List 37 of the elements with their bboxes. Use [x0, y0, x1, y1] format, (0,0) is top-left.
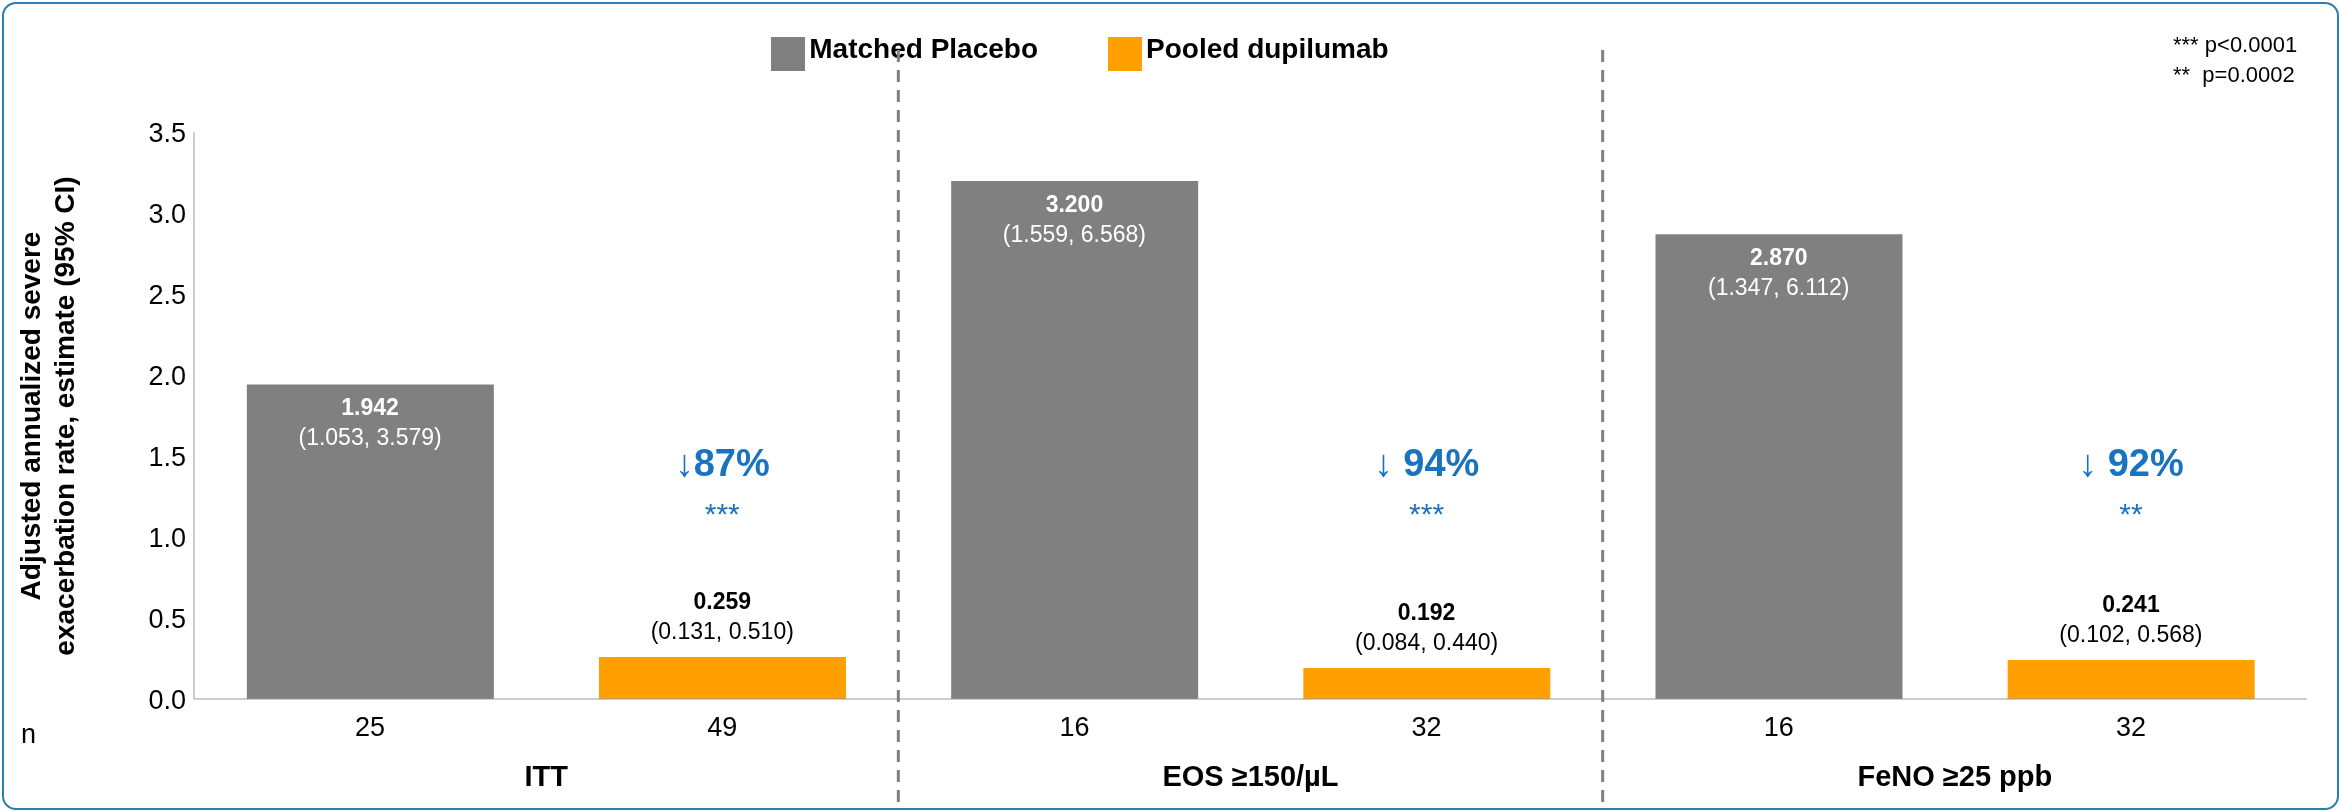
y-tick-label: 0.0	[148, 684, 186, 715]
data-label: 2.870 (1.347, 6.112)	[1707, 243, 1850, 300]
x-tick-label: 16	[1059, 712, 1090, 743]
bar	[1303, 667, 1551, 699]
data-label: 0.241 (0.102, 0.568)	[2059, 591, 2203, 648]
y-tick-label: 3.5	[148, 117, 186, 148]
bar	[246, 384, 494, 699]
text: EOS ≥150/µL	[1162, 760, 1339, 792]
y-tick-label: 3.0	[148, 198, 186, 229]
text: *** p<0.0001 ** p=0.0002	[2173, 32, 2298, 87]
y-tick-label: 2.0	[148, 360, 186, 391]
y-tick-label: 1.0	[148, 522, 186, 553]
x-tick-label: 49	[707, 712, 738, 743]
annotation: ↓ 94% ***	[1373, 442, 1480, 531]
x-tick-label: 32	[1411, 712, 1442, 743]
x-tick-label: 16	[1763, 712, 1794, 743]
annotation: ↓ 92% **	[2078, 442, 2184, 531]
bar	[1655, 234, 1903, 699]
data-label: 1.942 (1.053, 3.579)	[298, 393, 442, 450]
y-tick-label: 2.5	[148, 279, 186, 310]
text: ITT	[524, 760, 569, 792]
x-tick-label: 32	[2115, 712, 2146, 743]
legend-label: Matched Placebo	[809, 33, 1039, 64]
text: n	[21, 719, 37, 749]
bar	[598, 657, 846, 699]
text: FeNO ≥25 ppb	[1857, 760, 2053, 792]
y-tick-label: 1.5	[148, 441, 186, 472]
y-tick-label: 0.5	[148, 603, 186, 634]
data-label: 0.259 (0.131, 0.510)	[650, 588, 794, 645]
data-label: 3.200 (1.559, 6.568)	[1002, 190, 1147, 247]
data-label: 0.192 (0.084, 0.440)	[1354, 598, 1499, 655]
x-tick-label: 25	[355, 712, 386, 743]
annotation: ↓87% ***	[674, 442, 770, 531]
bar	[951, 180, 1199, 699]
legend-label: Pooled dupilumab	[1146, 33, 1389, 64]
bar	[2007, 659, 2255, 699]
y-axis-title: Adjusted annualized severe exacerbation rate, estimate (95% CI)	[15, 176, 80, 656]
